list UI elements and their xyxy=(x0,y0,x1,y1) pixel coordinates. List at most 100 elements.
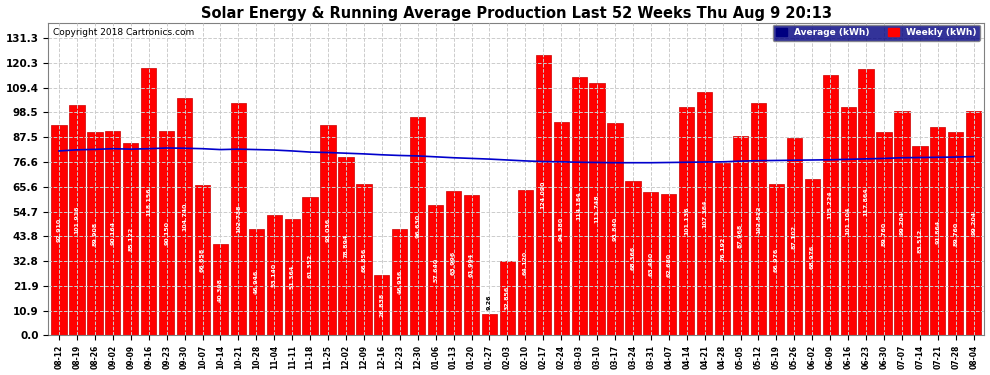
Text: 89.760: 89.760 xyxy=(953,222,958,246)
Bar xyxy=(266,215,282,335)
Text: 94.380: 94.380 xyxy=(558,216,563,241)
Text: 87.102: 87.102 xyxy=(792,225,797,249)
Bar xyxy=(715,163,731,335)
Text: 101.136: 101.136 xyxy=(684,207,689,235)
Bar xyxy=(392,229,408,335)
Bar xyxy=(339,157,353,335)
Text: 93.840: 93.840 xyxy=(613,217,618,241)
Bar xyxy=(644,192,658,335)
Text: 87.968: 87.968 xyxy=(738,224,743,248)
Text: 57.640: 57.640 xyxy=(434,258,439,282)
Text: 83.512: 83.512 xyxy=(918,229,923,253)
Bar xyxy=(123,143,139,335)
Text: 99.204: 99.204 xyxy=(971,211,976,235)
Title: Solar Energy & Running Average Production Last 52 Weeks Thu Aug 9 20:13: Solar Energy & Running Average Productio… xyxy=(201,6,832,21)
Bar xyxy=(284,219,300,335)
Bar xyxy=(213,244,228,335)
Bar xyxy=(841,106,855,335)
Text: 91.864: 91.864 xyxy=(936,219,940,243)
Text: 96.630: 96.630 xyxy=(415,214,420,238)
Text: 68.976: 68.976 xyxy=(810,245,815,270)
Bar xyxy=(303,196,318,335)
Bar xyxy=(536,55,550,335)
Bar xyxy=(626,181,641,335)
Bar xyxy=(805,179,820,335)
Bar xyxy=(966,111,981,335)
Bar xyxy=(948,132,963,335)
Bar xyxy=(769,184,784,335)
Text: 61.994: 61.994 xyxy=(469,253,474,278)
Bar xyxy=(894,111,910,335)
Text: 111.748: 111.748 xyxy=(595,195,600,223)
Text: 53.140: 53.140 xyxy=(271,263,277,287)
Bar xyxy=(750,104,766,335)
Bar xyxy=(571,77,587,335)
Text: 85.122: 85.122 xyxy=(129,227,134,251)
Text: 93.036: 93.036 xyxy=(326,218,331,242)
Bar xyxy=(142,68,156,335)
Bar xyxy=(51,125,66,335)
Text: 46.936: 46.936 xyxy=(397,270,402,294)
Text: 76.192: 76.192 xyxy=(720,237,725,261)
Text: 9.26: 9.26 xyxy=(487,294,492,310)
Bar xyxy=(661,194,676,335)
Bar xyxy=(464,195,479,335)
Text: 63.460: 63.460 xyxy=(648,252,653,276)
Text: 114.184: 114.184 xyxy=(576,192,582,220)
Bar xyxy=(374,274,389,335)
Bar xyxy=(195,184,210,335)
Text: 40.308: 40.308 xyxy=(218,278,223,302)
Bar xyxy=(159,131,174,335)
Bar xyxy=(87,132,103,335)
Bar xyxy=(733,136,748,335)
Bar xyxy=(697,92,712,335)
Bar xyxy=(248,229,264,335)
Text: 66.856: 66.856 xyxy=(361,248,366,272)
Bar xyxy=(679,106,694,335)
Bar xyxy=(912,146,928,335)
Bar xyxy=(931,128,945,335)
Legend: Average (kWh), Weekly (kWh): Average (kWh), Weekly (kWh) xyxy=(772,24,980,41)
Text: 102.738: 102.738 xyxy=(236,205,241,233)
Text: 89.908: 89.908 xyxy=(92,222,97,246)
Text: 118.156: 118.156 xyxy=(147,188,151,216)
Text: 99.204: 99.204 xyxy=(900,211,905,235)
Text: 66.976: 66.976 xyxy=(774,248,779,272)
Bar xyxy=(356,184,371,335)
Text: 89.760: 89.760 xyxy=(881,222,886,246)
Bar xyxy=(787,138,802,335)
Bar xyxy=(177,98,192,335)
Bar xyxy=(500,261,515,335)
Bar xyxy=(553,122,569,335)
Bar xyxy=(876,132,892,335)
Bar xyxy=(428,205,444,335)
Text: 46.946: 46.946 xyxy=(253,270,258,294)
Text: 101.104: 101.104 xyxy=(845,207,850,235)
Text: 104.740: 104.740 xyxy=(182,202,187,231)
Text: 117.864: 117.864 xyxy=(863,188,868,216)
Bar xyxy=(410,117,426,335)
Text: 62.680: 62.680 xyxy=(666,252,671,276)
Text: 63.996: 63.996 xyxy=(451,251,456,275)
Bar xyxy=(105,131,121,335)
Bar xyxy=(518,190,533,335)
Text: 90.150: 90.150 xyxy=(164,221,169,245)
Text: 92.910: 92.910 xyxy=(56,218,61,242)
Text: 124.090: 124.090 xyxy=(541,181,545,209)
Bar xyxy=(858,69,874,335)
Text: 107.364: 107.364 xyxy=(702,200,707,228)
Text: 115.224: 115.224 xyxy=(828,190,833,219)
Text: 102.512: 102.512 xyxy=(756,205,761,234)
Bar xyxy=(482,314,497,335)
Text: 66.658: 66.658 xyxy=(200,248,205,272)
Text: 90.164: 90.164 xyxy=(110,221,116,245)
Text: 61.352: 61.352 xyxy=(308,254,313,278)
Bar xyxy=(608,123,623,335)
Bar xyxy=(69,105,84,335)
Text: 78.894: 78.894 xyxy=(344,234,348,258)
Bar xyxy=(823,75,838,335)
Text: 32.856: 32.856 xyxy=(505,286,510,310)
Text: 26.838: 26.838 xyxy=(379,293,384,317)
Text: 101.916: 101.916 xyxy=(74,206,79,234)
Bar xyxy=(589,82,605,335)
